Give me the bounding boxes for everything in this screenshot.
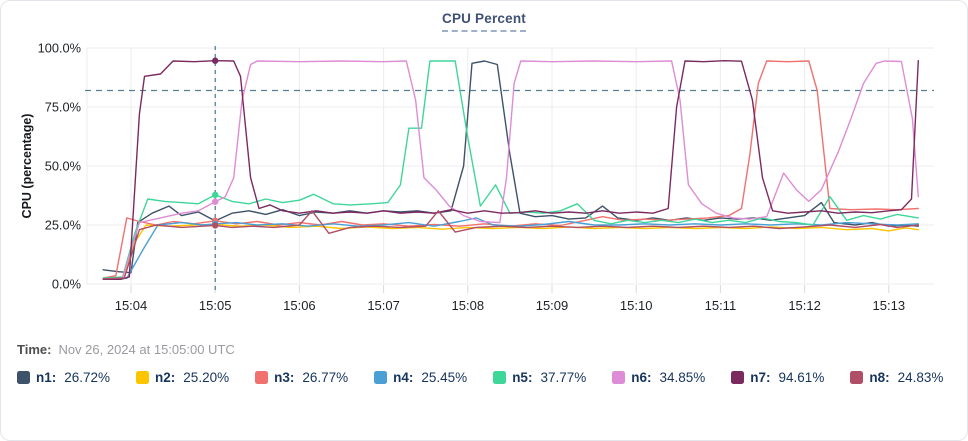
cpu-percent-line-chart[interactable]: 100.0% 75.0% 50.0% 25.0% 0.0% 15:04 15:05 15:06… <box>1 1 968 323</box>
series-color-swatch <box>17 370 30 384</box>
legend-series-value: 34.85% <box>659 369 706 385</box>
series-line-n1[interactable] <box>102 60 919 274</box>
series-line-n5[interactable] <box>102 60 919 279</box>
x-tick-label: 15:08 <box>452 298 485 313</box>
y-axis-title: CPU (percentage) <box>20 114 34 219</box>
series-line-n3[interactable] <box>102 60 919 279</box>
series-color-swatch <box>255 370 269 384</box>
series-line-n6[interactable] <box>102 60 919 280</box>
legend-series-name: n6: <box>631 369 652 385</box>
x-tick-label: 15:04 <box>115 298 148 313</box>
y-tick-label: 75.0% <box>45 100 81 115</box>
x-tick-label: 15:13 <box>873 298 906 313</box>
x-tick-label: 15:07 <box>367 298 400 313</box>
legend-series-name: n8: <box>869 369 890 385</box>
legend-item-n5[interactable]: n5: 37.77% <box>493 367 586 387</box>
legend-item-n2[interactable]: n2: 25.20% <box>136 367 229 387</box>
legend-series-value: 94.61% <box>778 369 825 385</box>
chart-title[interactable]: CPU Percent <box>442 11 526 32</box>
x-tick-label: 15:05 <box>199 298 232 313</box>
legend-series-name: n7: <box>750 369 771 385</box>
time-value: Nov 26, 2024 at 15:05:00 UTC <box>58 342 235 357</box>
legend-item-n6[interactable]: n6: 34.85% <box>612 367 705 387</box>
y-tick-label: 50.0% <box>45 159 81 174</box>
y-tick-label: 25.0% <box>45 218 81 233</box>
crosshair-marker-n5 <box>212 191 219 199</box>
x-tick-label: 15:06 <box>283 298 316 313</box>
x-tick-label: 15:12 <box>788 298 821 313</box>
legend-item-n4[interactable]: n4: 25.45% <box>374 367 467 387</box>
crosshair-marker-n8 <box>212 222 219 229</box>
chart-legend: n1: 26.72% n2: 25.20% n3: 26.77% n4: 25.… <box>17 367 953 387</box>
legend-series-value: 25.20% <box>183 369 230 385</box>
legend-series-value: 25.45% <box>421 369 468 385</box>
series-color-swatch <box>731 370 745 384</box>
legend-series-value: 26.77% <box>302 369 349 385</box>
legend-item-n1[interactable]: n1: 26.72% <box>17 367 110 387</box>
series-color-swatch <box>374 370 388 384</box>
x-tick-label: 15:11 <box>705 298 737 313</box>
legend-series-value: 24.83% <box>897 369 944 385</box>
x-tick-label: 15:09 <box>536 298 569 313</box>
legend-series-value: 26.72% <box>64 369 111 385</box>
legend-series-name: n5: <box>512 369 533 385</box>
series-line-n8[interactable] <box>102 210 919 280</box>
series-color-swatch <box>850 370 864 384</box>
time-row: Time: Nov 26, 2024 at 15:05:00 UTC <box>17 342 235 357</box>
series-color-swatch <box>612 370 626 384</box>
legend-series-name: n4: <box>393 369 414 385</box>
legend-series-value: 37.77% <box>540 369 587 385</box>
legend-item-n7[interactable]: n7: 94.61% <box>731 367 824 387</box>
series-line-n7[interactable] <box>102 60 919 280</box>
legend-item-n8[interactable]: n8: 24.83% <box>850 367 943 387</box>
crosshair-marker-n7 <box>212 57 219 64</box>
series-color-swatch <box>493 370 507 384</box>
legend-series-name: n3: <box>274 369 295 385</box>
legend-item-n3[interactable]: n3: 26.77% <box>255 367 348 387</box>
series-color-swatch <box>136 370 150 384</box>
x-tick-label: 15:10 <box>620 298 653 313</box>
time-label: Time: <box>17 342 52 357</box>
series-line-n2[interactable] <box>102 223 919 280</box>
legend-series-name: n1: <box>36 369 57 385</box>
crosshair-marker-n6 <box>212 198 219 205</box>
legend-series-name: n2: <box>155 369 176 385</box>
chart-title-wrap: CPU Percent <box>1 10 967 32</box>
y-tick-label: 0.0% <box>52 277 81 292</box>
y-tick-label: 100.0% <box>38 41 81 56</box>
